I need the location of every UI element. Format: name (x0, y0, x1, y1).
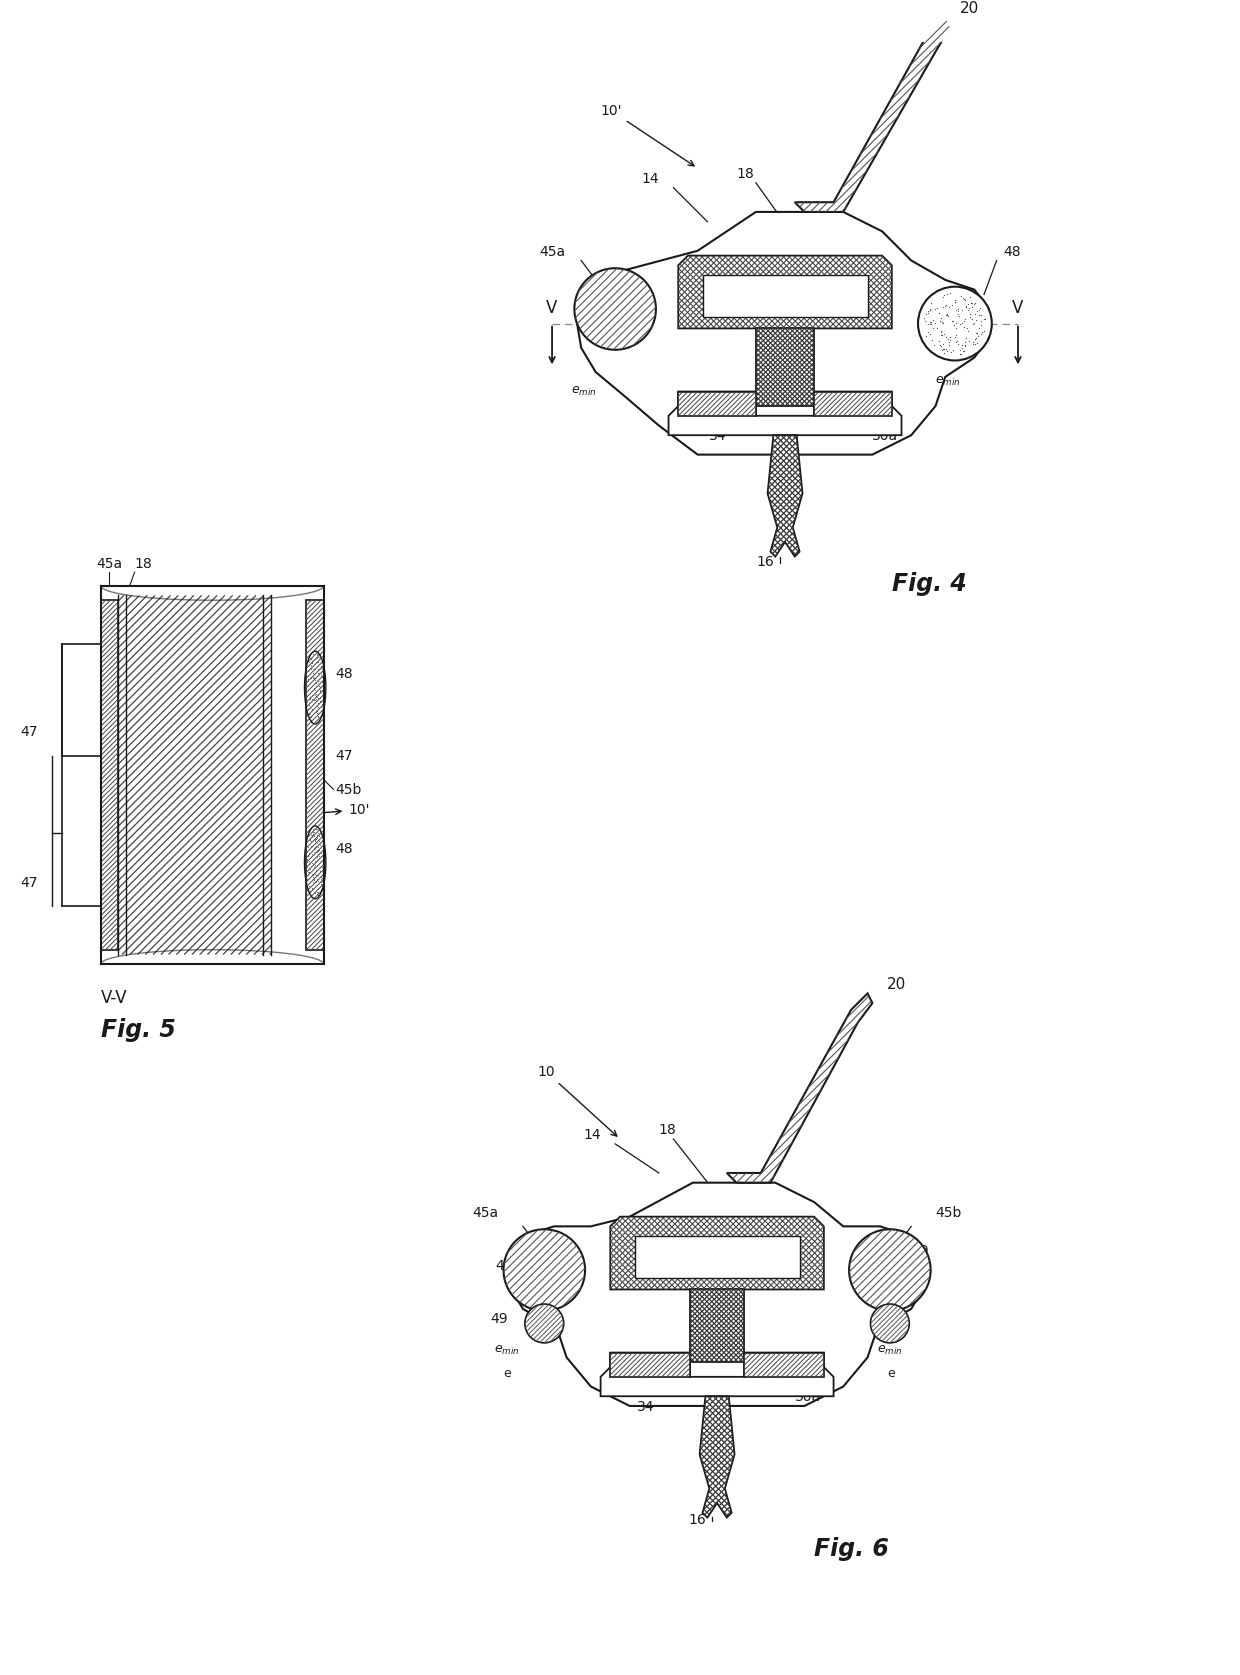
Polygon shape (577, 213, 988, 454)
Text: 18: 18 (135, 558, 153, 571)
Text: Fig. 6: Fig. 6 (815, 1538, 889, 1561)
Polygon shape (689, 1290, 744, 1362)
Text: 45a: 45a (539, 245, 565, 258)
Text: 14: 14 (641, 173, 658, 186)
Text: 20: 20 (887, 977, 906, 992)
Text: 47: 47 (20, 725, 37, 739)
Text: 20: 20 (960, 2, 980, 17)
Polygon shape (703, 275, 868, 317)
Text: 45b: 45b (336, 784, 362, 797)
Text: Fig. 4: Fig. 4 (892, 571, 967, 596)
Polygon shape (306, 600, 324, 950)
Circle shape (870, 1305, 909, 1343)
Polygon shape (635, 1236, 800, 1278)
Circle shape (918, 286, 992, 360)
Text: 18: 18 (658, 1124, 677, 1137)
Text: e: e (503, 1367, 511, 1380)
Polygon shape (756, 328, 815, 405)
Polygon shape (678, 392, 756, 415)
Text: V: V (547, 298, 558, 317)
Text: 34: 34 (636, 1400, 653, 1414)
Polygon shape (508, 1183, 926, 1405)
Text: e: e (887, 1367, 895, 1380)
Polygon shape (668, 392, 901, 436)
Polygon shape (815, 392, 892, 415)
Polygon shape (727, 993, 873, 1183)
Polygon shape (768, 436, 802, 556)
Text: 16: 16 (688, 1514, 707, 1528)
Text: V: V (1012, 298, 1024, 317)
Polygon shape (100, 600, 118, 950)
Circle shape (574, 268, 656, 350)
Polygon shape (600, 1352, 833, 1397)
Text: 10': 10' (600, 104, 694, 166)
Polygon shape (610, 1352, 689, 1377)
Text: 49: 49 (911, 1245, 929, 1258)
Polygon shape (699, 1397, 734, 1518)
Text: $e_{min}$: $e_{min}$ (494, 1343, 520, 1357)
Text: 45a: 45a (472, 1206, 498, 1219)
Polygon shape (118, 595, 270, 955)
Text: 10: 10 (537, 1065, 616, 1136)
Circle shape (849, 1229, 931, 1312)
Text: 14: 14 (583, 1127, 600, 1142)
Text: V-V: V-V (100, 990, 128, 1007)
Text: Fig. 5: Fig. 5 (100, 1018, 176, 1042)
Text: 16: 16 (756, 554, 775, 570)
Polygon shape (678, 256, 892, 328)
Text: 49: 49 (496, 1260, 513, 1273)
Text: 49: 49 (491, 1313, 508, 1327)
Text: 47: 47 (336, 749, 353, 764)
Text: 18: 18 (737, 168, 754, 181)
Polygon shape (795, 18, 950, 213)
Text: 47: 47 (20, 876, 37, 889)
Text: $e_{min}$: $e_{min}$ (935, 375, 961, 389)
Circle shape (503, 1229, 585, 1312)
Text: 10': 10' (312, 802, 370, 817)
Polygon shape (610, 1216, 823, 1290)
Text: 45a: 45a (97, 558, 123, 571)
Text: $e_{min}$: $e_{min}$ (572, 385, 598, 399)
Text: 48: 48 (1003, 245, 1021, 258)
Text: 48: 48 (336, 667, 353, 682)
Text: 34: 34 (709, 429, 727, 444)
Polygon shape (744, 1352, 823, 1377)
Text: 30a: 30a (795, 1390, 821, 1404)
Circle shape (525, 1305, 564, 1343)
Text: 45b: 45b (935, 1206, 962, 1219)
Text: $e_{min}$: $e_{min}$ (877, 1343, 903, 1357)
Text: 48: 48 (336, 841, 353, 856)
Text: 30a: 30a (873, 429, 899, 444)
